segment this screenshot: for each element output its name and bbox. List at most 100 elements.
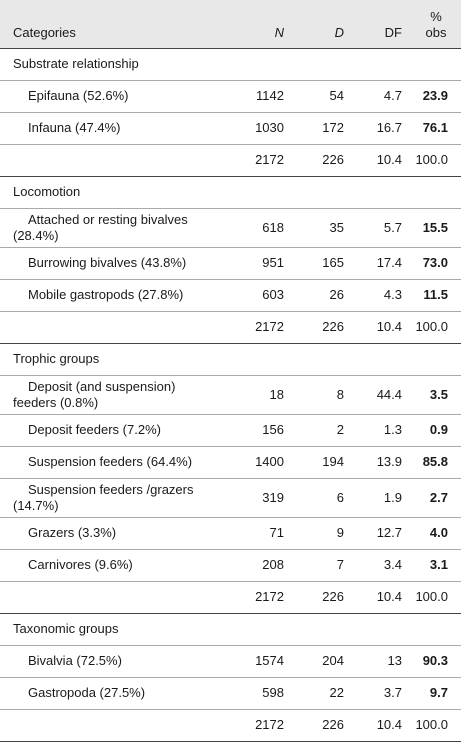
total-empty	[0, 144, 230, 176]
total-df: 10.4	[376, 319, 402, 334]
cell-df: 4.7	[383, 88, 402, 103]
cell-n: 603	[262, 287, 284, 302]
cell-n: 208	[262, 557, 284, 572]
group-row: Substrate relationship	[0, 48, 461, 80]
header-row: Categories N D DF % obs	[0, 0, 461, 48]
cell-obs: 4.0	[429, 525, 448, 540]
cell-d: 7	[336, 557, 344, 572]
table-row: Gastropoda (27.5%) 598 22 3.7 9.7	[0, 677, 461, 709]
total-d: 226	[322, 319, 344, 334]
cell-obs: 2.7	[429, 489, 448, 505]
table-row: Carnivores (9.6%) 208 7 3.4 3.1	[0, 549, 461, 581]
row-label: Infauna (47.4%)	[28, 120, 121, 135]
cell-df: 4.3	[383, 287, 402, 302]
group-title: Locomotion	[13, 184, 81, 199]
row-label: Attached or resting bivalves (28.4%)	[0, 208, 230, 247]
row-label: Grazers (3.3%)	[28, 525, 117, 540]
cell-df: 3.7	[383, 685, 402, 700]
cell-d: 172	[322, 120, 344, 135]
cell-d: 26	[329, 287, 344, 302]
cell-n: 1142	[256, 88, 284, 103]
row-label: Deposit feeders (7.2%)	[28, 422, 161, 437]
total-n: 2172	[255, 152, 284, 167]
header-n: N	[274, 24, 284, 40]
table-row: Deposit feeders (7.2%) 156 2 1.3 0.9	[0, 414, 461, 446]
header-obs-label: % obs	[425, 8, 447, 40]
cell-df: 1.3	[383, 422, 402, 437]
cell-df: 16.7	[376, 120, 402, 135]
total-d: 226	[322, 589, 344, 604]
cell-df: 13	[387, 653, 402, 668]
cell-obs: 76.1	[422, 120, 448, 135]
total-df: 10.4	[376, 717, 402, 732]
group-row: Locomotion	[0, 176, 461, 208]
total-row: 2172 226 10.4 100.0	[0, 581, 461, 613]
cell-d: 22	[329, 685, 344, 700]
row-label: Bivalvia (72.5%)	[28, 653, 122, 668]
table-row: Attached or resting bivalves (28.4%) 618 3…	[0, 208, 461, 247]
header-df: DF	[384, 24, 402, 40]
cell-n: 598	[262, 685, 284, 700]
cell-obs: 11.5	[423, 287, 448, 302]
total-obs: 100.0	[415, 319, 448, 334]
cell-d: 165	[322, 255, 344, 270]
group-title: Trophic groups	[13, 351, 100, 366]
group-title: Substrate relationship	[13, 56, 139, 71]
cell-n: 618	[262, 219, 284, 235]
cell-df: 5.7	[383, 219, 402, 235]
header-categories: Categories	[13, 24, 76, 40]
cell-obs: 90.3	[422, 653, 448, 668]
total-n: 2172	[255, 589, 284, 604]
cell-n: 156	[262, 422, 284, 437]
row-label: Carnivores (9.6%)	[28, 557, 133, 572]
table-row: Burrowing bivalves (43.8%) 951 165 17.4 73.0	[0, 247, 461, 279]
total-obs: 100.0	[415, 717, 448, 732]
cell-obs: 3.1	[429, 557, 448, 572]
cell-d: 8	[336, 386, 344, 402]
total-d: 226	[322, 717, 344, 732]
cell-d: 35	[329, 219, 344, 235]
table-row: Suspension feeders /grazers (14.7%) 319 6 1…	[0, 478, 461, 517]
total-obs: 100.0	[415, 152, 448, 167]
row-label: Deposit (and suspension) feeders (0.8%)	[0, 375, 230, 414]
row-label: Epifauna (52.6%)	[28, 88, 129, 103]
row-label: Burrowing bivalves (43.8%)	[28, 255, 187, 270]
cell-df: 13.9	[376, 454, 402, 469]
total-empty	[0, 311, 230, 343]
cell-obs: 23.9	[422, 88, 448, 103]
cell-n: 1400	[255, 454, 284, 469]
total-df: 10.4	[376, 152, 402, 167]
cell-obs: 85.8	[422, 454, 448, 469]
total-n: 2172	[255, 319, 284, 334]
table-row: Mobile gastropods (27.8%) 603 26 4.3 11.5	[0, 279, 461, 311]
row-label: Gastropoda (27.5%)	[28, 685, 146, 700]
row-label-text: Suspension feeders /grazers (14.7%)	[13, 481, 194, 513]
group-row: Taxonomic groups	[0, 613, 461, 645]
cell-df: 3.4	[383, 557, 402, 572]
cell-df: 1.9	[383, 489, 402, 505]
table-row: Suspension feeders (64.4%) 1400 194 13.9 85.…	[0, 446, 461, 478]
table-body: Substrate relationship Epifauna (52.6%) 11…	[0, 48, 461, 741]
cell-obs: 3.5	[429, 386, 448, 402]
table-row: Bivalvia (72.5%) 1574 204 13 90.3	[0, 645, 461, 677]
cell-n: 71	[269, 525, 284, 540]
cell-d: 54	[329, 88, 344, 103]
group-row: Trophic groups	[0, 343, 461, 375]
total-df: 10.4	[376, 589, 402, 604]
row-label: Mobile gastropods (27.8%)	[28, 287, 184, 302]
cell-n: 18	[269, 386, 284, 402]
cell-n: 951	[262, 255, 284, 270]
row-label-text: Deposit (and suspension) feeders (0.8%)	[13, 378, 176, 410]
cell-obs: 73.0	[422, 255, 448, 270]
table-row: Infauna (47.4%) 1030 172 16.7 76.1	[0, 112, 461, 144]
table-row: Epifauna (52.6%) 1142 54 4.7 23.9	[0, 80, 461, 112]
cell-d: 204	[322, 653, 344, 668]
cell-obs: 15.5	[422, 219, 448, 235]
row-label-text: Attached or resting bivalves (28.4%)	[13, 211, 188, 243]
cell-obs: 0.9	[429, 422, 448, 437]
cell-d: 2	[336, 422, 344, 437]
cell-n: 1030	[255, 120, 284, 135]
total-obs: 100.0	[415, 589, 448, 604]
table-row: Deposit (and suspension) feeders (0.8%) 1…	[0, 375, 461, 414]
